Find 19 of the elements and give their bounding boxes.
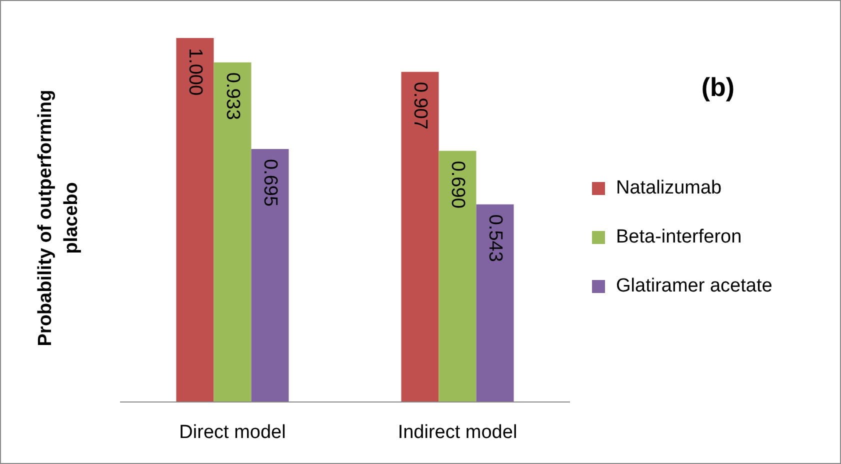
legend-label: Natalizumab (616, 178, 722, 198)
bar (401, 72, 439, 402)
data-label: 0.907 (410, 82, 430, 130)
legend-label: Beta-interferon (616, 226, 742, 248)
x-tick-label: Indirect model (398, 422, 518, 443)
data-label: 0.695 (260, 159, 280, 207)
data-label: 0.690 (447, 160, 468, 208)
bar (214, 62, 252, 402)
x-tick-label: Direct model (179, 422, 286, 443)
bar (476, 204, 514, 402)
data-label: 0.933 (222, 72, 243, 120)
legend-label: Glatiramer acetate (616, 276, 772, 296)
data-label: 0.543 (484, 214, 506, 262)
bar (438, 150, 476, 402)
bar (251, 149, 289, 402)
y-axis-title: Probability of outperforming placebo (35, 90, 82, 346)
bar (176, 38, 214, 402)
data-label: 1.000 (184, 48, 206, 96)
text: (b) (701, 72, 735, 102)
